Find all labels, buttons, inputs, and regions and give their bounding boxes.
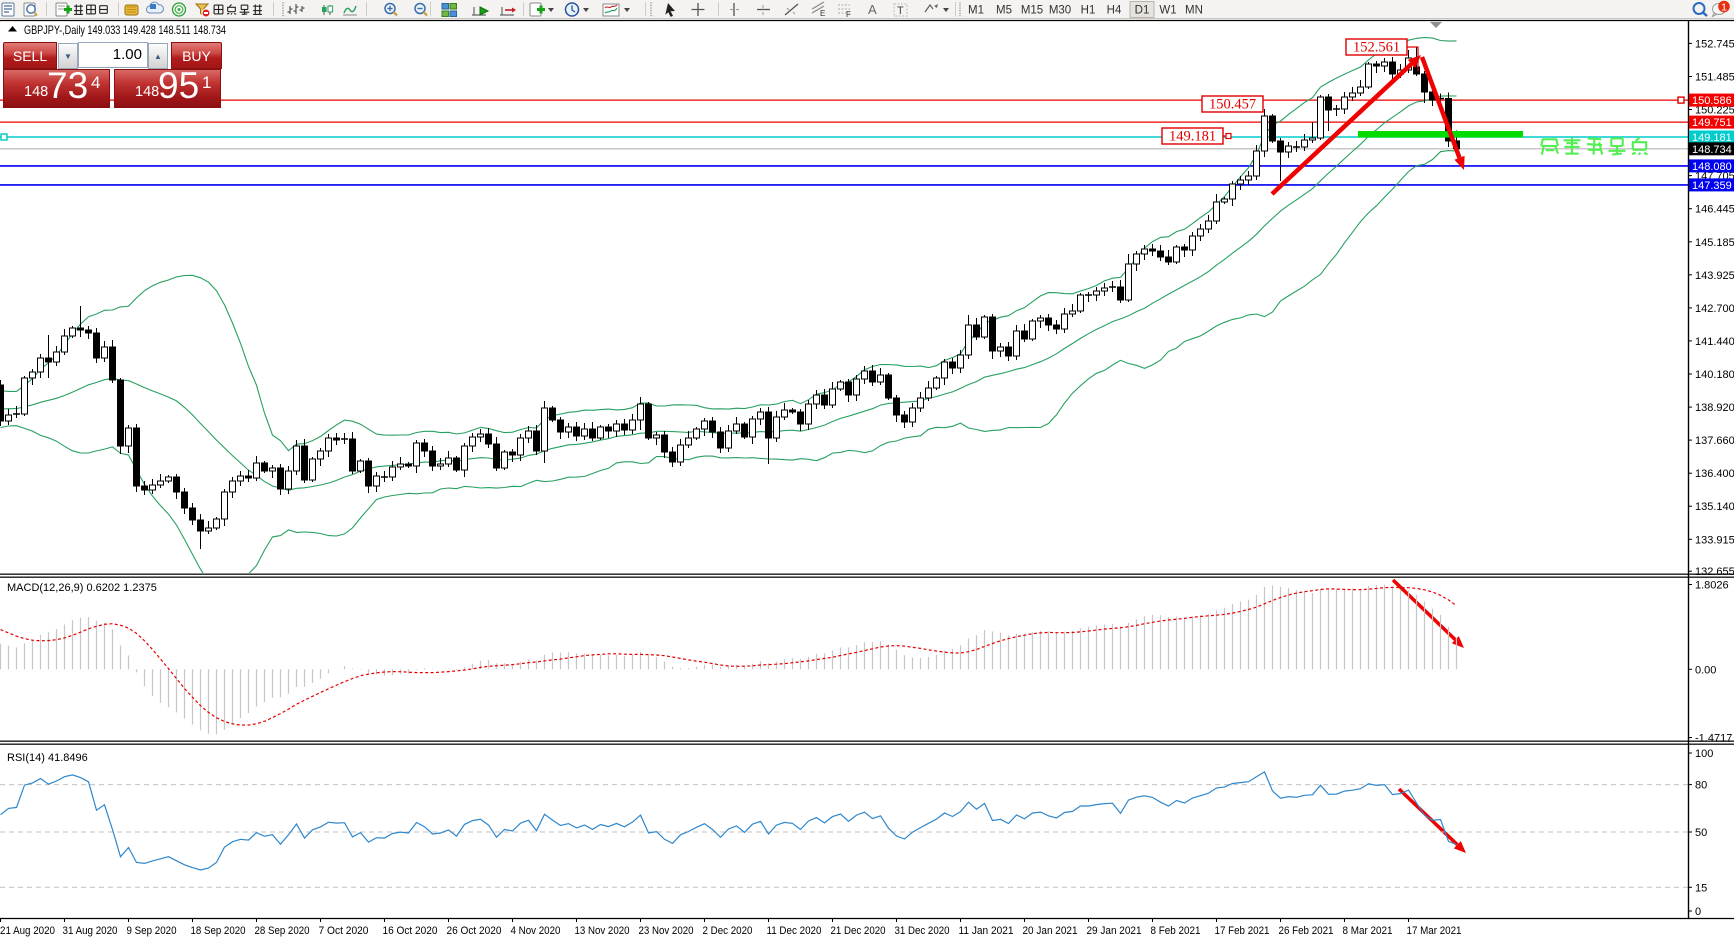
svg-text:RSI(14) 41.8496: RSI(14) 41.8496 bbox=[7, 752, 88, 764]
svg-text:26 Feb 2021: 26 Feb 2021 bbox=[1279, 925, 1334, 937]
svg-text:T: T bbox=[897, 5, 904, 17]
svg-text:21 Dec 2020: 21 Dec 2020 bbox=[831, 925, 886, 937]
svg-text:E: E bbox=[820, 9, 825, 18]
svg-text:M15: M15 bbox=[1021, 5, 1043, 17]
svg-text:11 Jan 2021: 11 Jan 2021 bbox=[959, 925, 1014, 937]
svg-text:GBPJPY-,Daily 149.033 149.428: GBPJPY-,Daily 149.033 149.428 148.511 14… bbox=[24, 23, 226, 37]
svg-text:8 Mar 2021: 8 Mar 2021 bbox=[1343, 925, 1393, 937]
svg-text:1: 1 bbox=[1721, 2, 1727, 14]
svg-text:140.180: 140.180 bbox=[1695, 369, 1734, 381]
svg-text:4 Nov 2020: 4 Nov 2020 bbox=[511, 925, 561, 937]
svg-text:13 Nov 2020: 13 Nov 2020 bbox=[575, 925, 630, 937]
svg-text:135.140: 135.140 bbox=[1695, 501, 1734, 513]
svg-text:M1: M1 bbox=[968, 5, 984, 17]
svg-text:MACD(12,26,9) 0.6202 1.2375: MACD(12,26,9) 0.6202 1.2375 bbox=[7, 582, 157, 594]
svg-text:138.920: 138.920 bbox=[1695, 402, 1734, 414]
svg-text:9 Sep 2020: 9 Sep 2020 bbox=[127, 925, 177, 937]
svg-text:141.440: 141.440 bbox=[1695, 336, 1734, 348]
svg-text:132.655: 132.655 bbox=[1695, 566, 1734, 578]
svg-text:17 Mar 2021: 17 Mar 2021 bbox=[1407, 925, 1462, 937]
svg-text:16 Oct 2020: 16 Oct 2020 bbox=[383, 925, 438, 937]
svg-text:149.751: 149.751 bbox=[1692, 117, 1732, 129]
svg-text:8 Feb 2021: 8 Feb 2021 bbox=[1151, 925, 1201, 937]
svg-text:80: 80 bbox=[1695, 780, 1707, 792]
svg-text:136.400: 136.400 bbox=[1695, 468, 1734, 480]
svg-text:143.925: 143.925 bbox=[1695, 270, 1734, 282]
svg-text:147.359: 147.359 bbox=[1692, 180, 1732, 192]
svg-text:20 Jan 2021: 20 Jan 2021 bbox=[1023, 925, 1078, 937]
svg-text:11 Dec 2020: 11 Dec 2020 bbox=[767, 925, 822, 937]
svg-text:150.457: 150.457 bbox=[1209, 97, 1256, 113]
svg-text:MN: MN bbox=[1185, 5, 1203, 17]
svg-text:7 Oct 2020: 7 Oct 2020 bbox=[319, 925, 369, 937]
svg-text:15: 15 bbox=[1695, 882, 1707, 894]
svg-text:150.225: 150.225 bbox=[1695, 105, 1734, 117]
svg-text:1.8026: 1.8026 bbox=[1695, 580, 1729, 592]
svg-text:A: A bbox=[868, 2, 877, 17]
svg-text:17 Feb 2021: 17 Feb 2021 bbox=[1215, 925, 1270, 937]
svg-text:0.00: 0.00 bbox=[1695, 664, 1716, 676]
svg-text:151.485: 151.485 bbox=[1695, 72, 1734, 84]
svg-text:133.915: 133.915 bbox=[1695, 534, 1734, 546]
svg-text:149.181: 149.181 bbox=[1692, 132, 1732, 144]
svg-text:148.080: 148.080 bbox=[1692, 161, 1732, 173]
svg-text:146.445: 146.445 bbox=[1695, 204, 1734, 216]
svg-text:137.660: 137.660 bbox=[1695, 435, 1734, 447]
svg-text:145.185: 145.185 bbox=[1695, 237, 1734, 249]
svg-text:-1.4717: -1.4717 bbox=[1695, 733, 1732, 745]
svg-text:2 Dec 2020: 2 Dec 2020 bbox=[703, 925, 753, 937]
svg-text:26 Oct 2020: 26 Oct 2020 bbox=[447, 925, 502, 937]
svg-text:H4: H4 bbox=[1107, 5, 1122, 17]
svg-text:142.700: 142.700 bbox=[1695, 303, 1734, 315]
svg-text:152.561: 152.561 bbox=[1353, 40, 1400, 56]
svg-text:31 Aug 2020: 31 Aug 2020 bbox=[63, 925, 118, 937]
svg-text:28 Sep 2020: 28 Sep 2020 bbox=[255, 925, 310, 937]
svg-text:18 Sep 2020: 18 Sep 2020 bbox=[191, 925, 246, 937]
svg-text:H1: H1 bbox=[1081, 5, 1096, 17]
svg-text:29 Jan 2021: 29 Jan 2021 bbox=[1087, 925, 1142, 937]
svg-text:149.181: 149.181 bbox=[1169, 129, 1216, 145]
svg-text:23 Nov 2020: 23 Nov 2020 bbox=[639, 925, 694, 937]
svg-text:0: 0 bbox=[1695, 906, 1701, 918]
svg-text:152.745: 152.745 bbox=[1695, 38, 1734, 50]
svg-text:100: 100 bbox=[1695, 748, 1713, 760]
svg-text:W1: W1 bbox=[1159, 5, 1176, 17]
svg-text:148.734: 148.734 bbox=[1692, 144, 1732, 156]
svg-text:50: 50 bbox=[1695, 827, 1707, 839]
svg-text:31 Dec 2020: 31 Dec 2020 bbox=[895, 925, 950, 937]
svg-text:F: F bbox=[846, 10, 851, 19]
svg-text:D1: D1 bbox=[1135, 5, 1150, 17]
svg-text:M5: M5 bbox=[996, 5, 1012, 17]
svg-text:21 Aug 2020: 21 Aug 2020 bbox=[0, 925, 55, 937]
svg-text:M30: M30 bbox=[1049, 5, 1071, 17]
svg-text:150.586: 150.586 bbox=[1692, 95, 1732, 107]
